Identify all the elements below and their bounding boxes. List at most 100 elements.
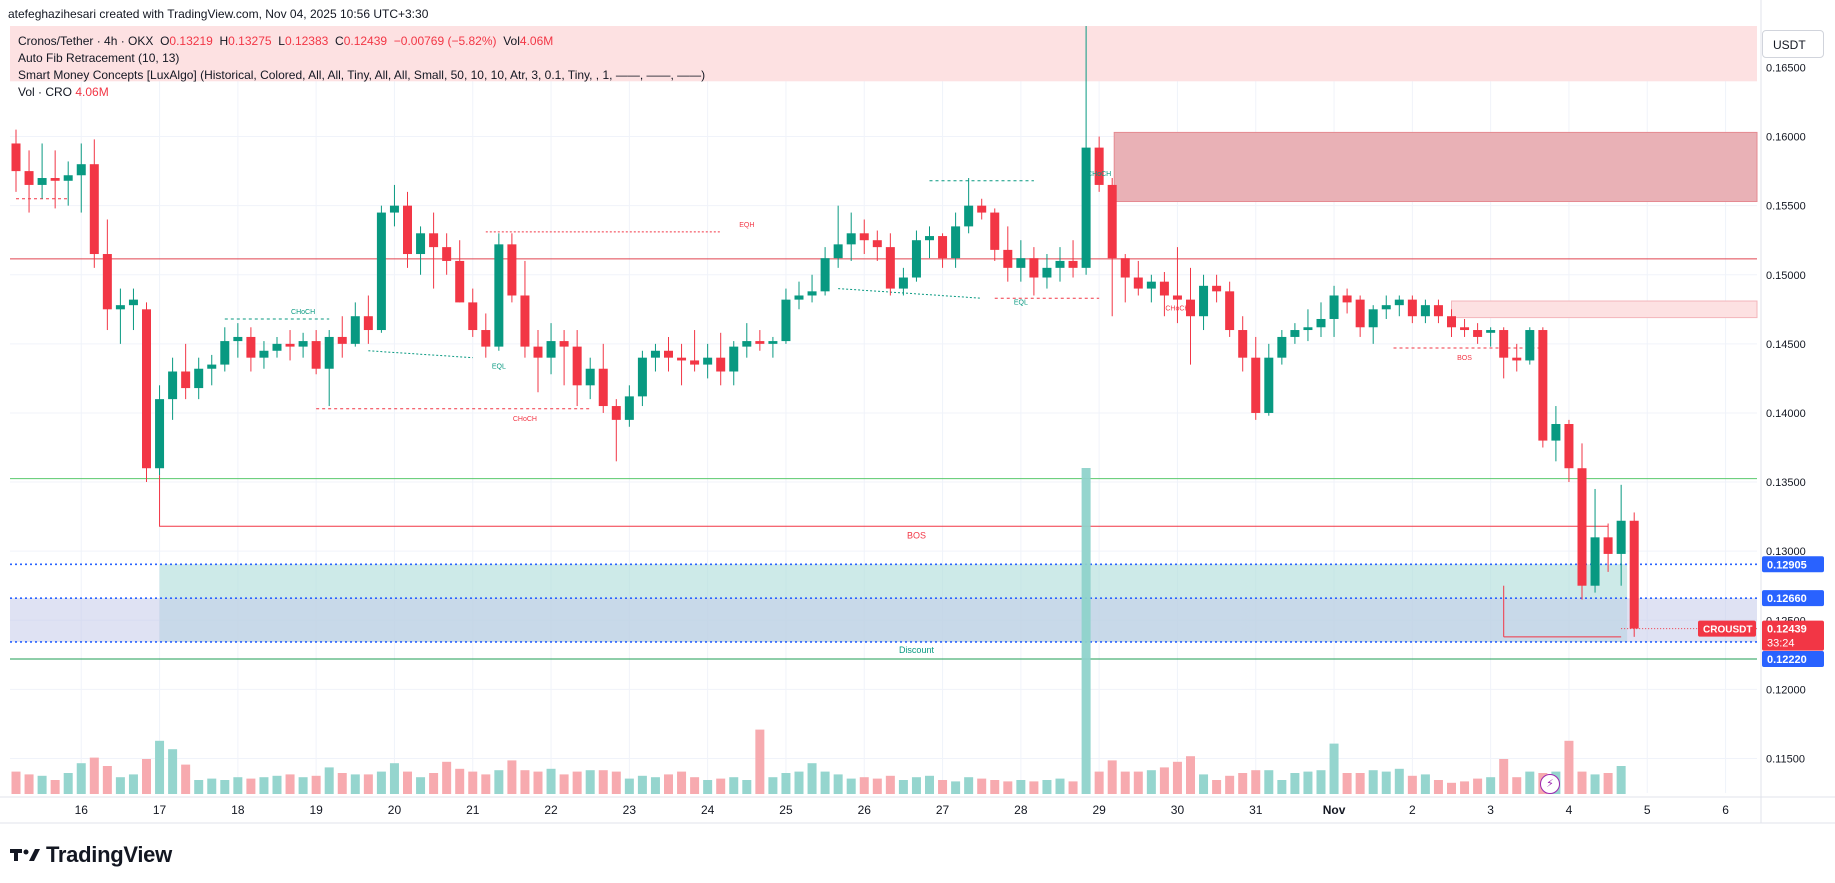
volume-bar [181, 764, 191, 794]
candle-body [1212, 285, 1222, 292]
volume-bar [1172, 761, 1182, 794]
candle-body [1407, 299, 1417, 317]
tradingview-wordmark: TradingView [46, 842, 172, 867]
candle-body [1068, 260, 1078, 268]
candle-body [911, 240, 921, 278]
currency-selector[interactable]: USDT [1762, 30, 1824, 58]
symbol-badge-label: CROUSDT [1703, 625, 1752, 636]
volume-bar [1512, 777, 1522, 794]
candle-body [416, 233, 426, 255]
volume-bar [455, 768, 465, 794]
volume-bar [220, 780, 230, 794]
volume-bar [1381, 771, 1391, 794]
volume-bar [1355, 773, 1365, 794]
volume-bar [50, 780, 60, 794]
volume-bar [1199, 774, 1209, 794]
bearish-order-block-small [1451, 300, 1758, 319]
volume-bar [650, 777, 660, 794]
volume-bar [1264, 770, 1274, 794]
x-tick-label: 4 [1566, 803, 1573, 817]
candle-body [716, 357, 726, 372]
candle-body [363, 316, 373, 331]
volume-bar [11, 771, 21, 794]
y-tick-label: 0.16000 [1766, 132, 1806, 144]
candle-body [246, 336, 256, 358]
volume-bar [729, 777, 739, 794]
candle-body [128, 299, 138, 306]
fib-indicator-label[interactable]: Auto Fib Retracement (10, 13) [18, 51, 180, 65]
candle-body [207, 364, 217, 369]
candle-body [520, 295, 530, 347]
candle-body [1120, 258, 1130, 278]
volume-bar [1290, 773, 1300, 794]
x-tick-label: 17 [153, 803, 167, 817]
volume-bar [272, 775, 282, 794]
structure-label: CHoCH [291, 309, 315, 316]
candle-body [494, 244, 504, 347]
x-tick-label: 5 [1644, 803, 1651, 817]
candle-body [376, 212, 386, 331]
volume-bar [1094, 771, 1104, 794]
candle-body [977, 205, 987, 213]
candle-body [1146, 281, 1156, 289]
symbol-name[interactable]: Cronos/Tether · 4h · OKX [18, 34, 154, 48]
x-tick-label: 21 [466, 803, 480, 817]
candle-body [37, 178, 47, 185]
volume-indicator-row[interactable]: Vol · CRO 4.06M [18, 84, 705, 101]
structure-label: CHoCH [1165, 305, 1189, 312]
y-tick-label: 0.13000 [1766, 546, 1806, 558]
volume-bar [794, 771, 804, 794]
volume-bar [1407, 775, 1417, 794]
volume-bar [494, 770, 504, 794]
volume-bar [1394, 768, 1404, 794]
price-badge [1762, 650, 1824, 667]
x-tick-label: 19 [309, 803, 323, 817]
symbol-ohlc-row[interactable]: Cronos/Tether · 4h · OKX O0.13219 H0.132… [18, 34, 554, 48]
volume-bar [807, 763, 817, 794]
candle-body [24, 171, 34, 185]
volume-bar [546, 768, 556, 794]
volume-bar [155, 740, 165, 794]
candle-body [729, 346, 739, 372]
volume-bar [259, 777, 269, 794]
volume-bar [585, 770, 595, 794]
candle-body [898, 277, 908, 289]
candle-body [885, 247, 895, 289]
candle-body [76, 164, 86, 176]
countdown-label: 33:24 [1767, 638, 1795, 650]
x-tick-label: 24 [701, 803, 715, 817]
candle-body [872, 240, 882, 248]
y-tick-label: 0.15000 [1766, 270, 1806, 282]
volume-bar [1525, 771, 1535, 794]
volume-bar [468, 771, 478, 794]
chart-legend: Cronos/Tether · 4h · OKX O0.13219 H0.132… [18, 33, 705, 101]
lightning-icon[interactable]: ⚡ [1540, 774, 1560, 794]
candle-body [403, 205, 412, 255]
volume-bar [76, 763, 86, 794]
candle-body [794, 295, 804, 300]
volume-indicator-label: Vol · CRO [18, 85, 73, 99]
smc-indicator-label[interactable]: Smart Money Concepts [LuxAlgo] (Historic… [18, 68, 706, 82]
candle-body [1564, 424, 1574, 469]
candle-body [1081, 147, 1091, 268]
volume-bar [168, 749, 178, 794]
candle-body [1381, 305, 1391, 310]
current-price-badge [1762, 620, 1824, 651]
candle-body [350, 316, 360, 344]
volume-bar [1225, 775, 1235, 794]
y-tick-label: 0.11500 [1766, 753, 1805, 765]
current-price-label: 0.12439 [1767, 624, 1807, 636]
symbol-badge [1698, 620, 1756, 637]
volume-bar [1603, 773, 1613, 794]
price-badge [1762, 556, 1824, 573]
volume-bar [128, 774, 138, 794]
volume-bar [690, 777, 700, 794]
volume-bar [1499, 759, 1509, 794]
volume-bar [481, 774, 491, 794]
candle-body [1394, 299, 1404, 306]
volume-bar [768, 777, 778, 794]
candle-body [938, 236, 948, 259]
candle-body [1629, 520, 1639, 629]
candle-body [1238, 330, 1248, 358]
